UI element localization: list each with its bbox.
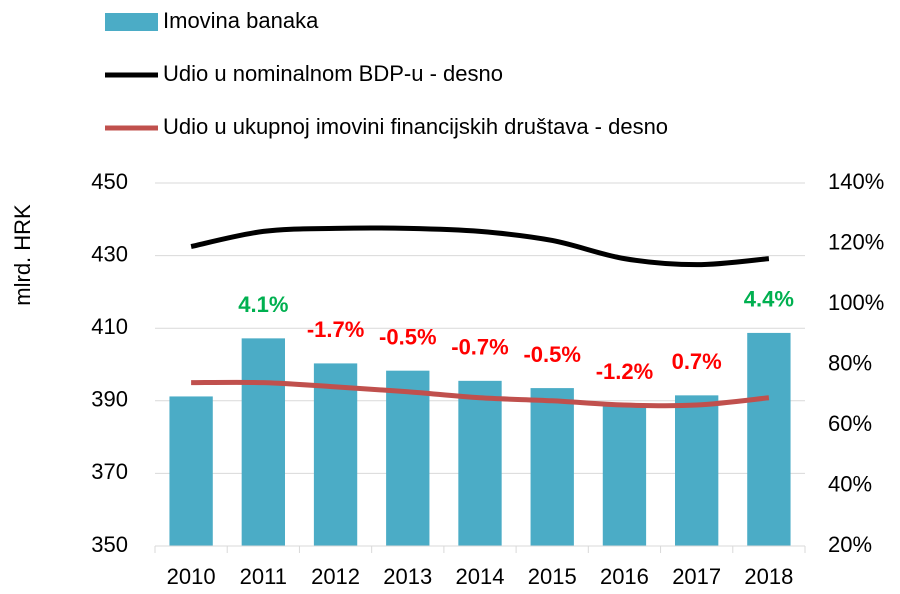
change-label: -1.7% [307, 317, 364, 342]
line [191, 379, 770, 409]
y2-tick-label: 100% [828, 290, 884, 315]
change-label: -1.2% [596, 359, 653, 384]
change-label: -0.7% [451, 335, 508, 360]
y-tick-label: 410 [91, 314, 128, 339]
x-tick-label: 2010 [167, 564, 216, 589]
bar [747, 332, 791, 546]
y-tick-label: 350 [91, 532, 128, 557]
y-tick-label: 430 [91, 241, 128, 266]
change-label: 0.7% [672, 349, 722, 374]
bar [675, 395, 719, 546]
x-tick-label: 2016 [600, 564, 649, 589]
change-label: 4.1% [238, 292, 288, 317]
y2-tick-label: 140% [828, 169, 884, 194]
legend-label: Imovina banaka [163, 8, 319, 33]
change-label: -0.5% [379, 324, 436, 349]
y-tick-label: 370 [91, 459, 128, 484]
change-label: -0.5% [523, 342, 580, 367]
bar [169, 396, 213, 546]
y2-tick-label: 40% [828, 471, 872, 496]
y-axis-label: mlrd. HRK [10, 204, 35, 306]
bar [241, 338, 285, 546]
y2-tick-label: 120% [828, 229, 884, 254]
x-tick-label: 2013 [383, 564, 432, 589]
y2-tick-label: 80% [828, 350, 872, 375]
x-tick-label: 2017 [672, 564, 721, 589]
legend-label: Udio u ukupnoj imovini financijskih druš… [163, 114, 668, 139]
line [190, 225, 770, 268]
x-tick-label: 2014 [456, 564, 505, 589]
x-tick-label: 2018 [744, 564, 793, 589]
x-tick-label: 2011 [240, 564, 287, 589]
y-tick-label: 450 [91, 169, 128, 194]
y2-tick-label: 60% [828, 411, 872, 436]
bar [530, 388, 574, 546]
bar [313, 363, 358, 546]
bar [386, 370, 430, 546]
x-tick-label: 2015 [528, 564, 577, 589]
bar [458, 380, 502, 546]
y2-tick-label: 20% [828, 532, 872, 557]
legend-label: Udio u nominalnom BDP-u - desno [163, 61, 503, 86]
legend-swatch [105, 13, 158, 31]
change-label: 4.4% [744, 287, 794, 312]
x-tick-label: 2012 [311, 564, 360, 589]
bar [602, 405, 647, 546]
y-tick-label: 390 [91, 387, 128, 412]
